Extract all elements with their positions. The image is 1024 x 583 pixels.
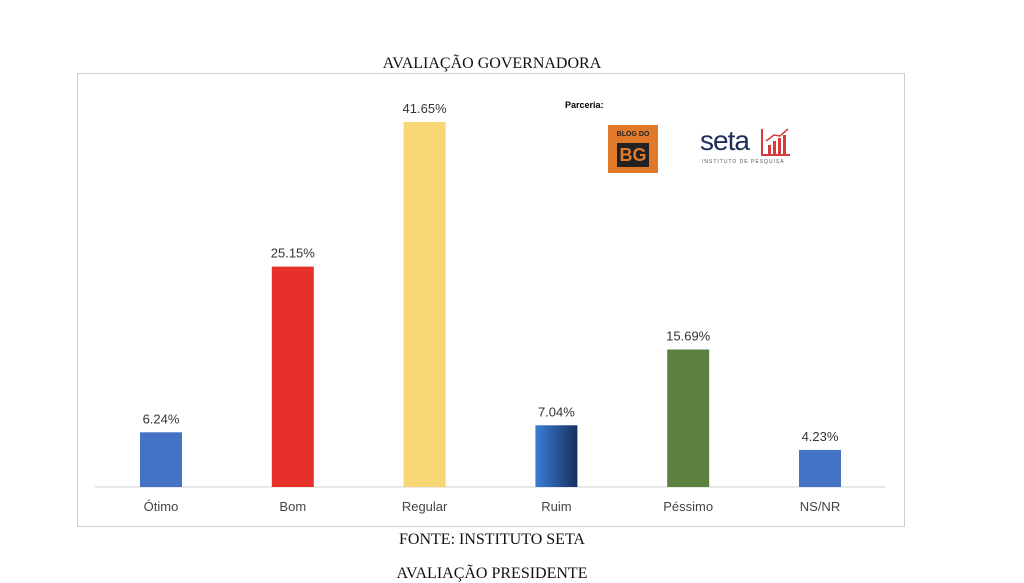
- data-label: 6.24%: [143, 411, 180, 426]
- data-label: 25.15%: [271, 246, 316, 261]
- x-tick-label: Regular: [402, 499, 448, 514]
- bar-2: [403, 122, 446, 487]
- x-tick-label: Ruim: [541, 499, 571, 514]
- document-title: AVALIAÇÃO GOVERNADORA: [382, 55, 602, 72]
- data-label: 41.65%: [403, 101, 448, 116]
- blog-do-bg-logo: BLOG DO BG: [608, 125, 658, 173]
- seta-chart-icon: [761, 128, 790, 156]
- data-label: 7.04%: [538, 404, 575, 419]
- bar-4: [667, 349, 710, 487]
- source-caption: FONTE: INSTITUTO SETA: [399, 531, 585, 548]
- next-section-heading: AVALIAÇÃO PRESIDENTE: [396, 565, 588, 582]
- bar-1: [271, 266, 314, 487]
- data-label: 4.23%: [802, 429, 839, 444]
- x-tick-label: Bom: [279, 499, 306, 514]
- x-tick-label: Péssimo: [663, 499, 713, 514]
- bar-0: [140, 432, 182, 487]
- x-tick-label: NS/NR: [800, 499, 840, 514]
- bar-5: [799, 449, 841, 487]
- data-label: 15.69%: [666, 329, 711, 344]
- x-tick-label: Ótimo: [144, 499, 179, 514]
- partnership-label: Parceria:: [565, 100, 604, 110]
- bar-3: [535, 425, 578, 487]
- seta-logo: seta INSTITUTO DE PESQUISA: [700, 125, 795, 171]
- chart-frame: [77, 73, 905, 527]
